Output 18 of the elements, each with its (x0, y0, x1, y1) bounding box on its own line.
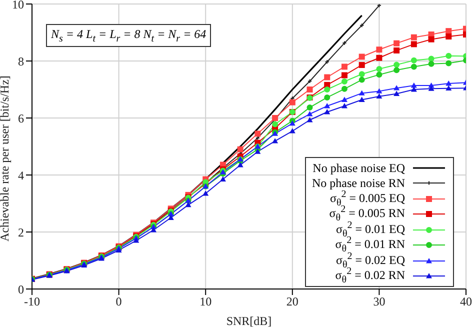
x-tick-label: 20 (286, 294, 298, 309)
y-tick-label: 6 (18, 111, 24, 126)
x-axis-title: SNR[dB] (226, 314, 272, 328)
legend-label: No phase noise RN (312, 176, 405, 190)
legend-label: No phase noise EQ (312, 160, 405, 175)
x-tick-label: 40 (460, 294, 472, 309)
x-tick-label: 30 (373, 294, 386, 309)
legend-label: σ$_{θ}$$^{2}$ = 0.02 RN (335, 266, 405, 286)
y-tick-label: 0 (18, 282, 24, 296)
y-tick-label: 2 (18, 225, 24, 240)
x-tick-label: 10 (200, 294, 212, 309)
y-tick-label: 4 (18, 168, 24, 182)
y-axis-title: Achievable rate per user [bit/s/Hz] (0, 76, 12, 242)
x-tick-label: -10 (24, 294, 40, 309)
x-tick-label: 0 (116, 294, 122, 309)
text: N$_{s}$ = 4 L$_{t}$ = L$_{r}$ = 8 N$_{t}$ = N$_{r}$ = 64 (51, 27, 206, 44)
y-tick-label: 10 (12, 0, 24, 12)
y-tick-label: 8 (18, 54, 24, 68)
